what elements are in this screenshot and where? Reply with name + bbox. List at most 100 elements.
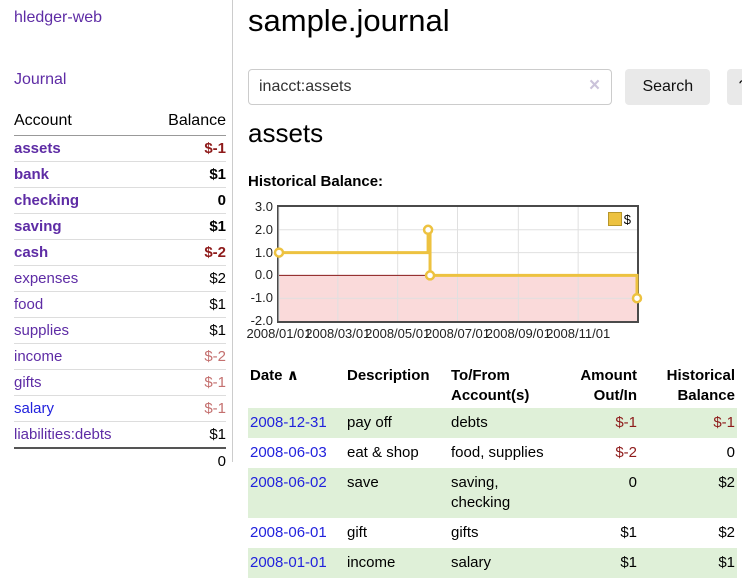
x-axis-label: 2008/03/01 <box>305 326 371 341</box>
transaction-amount: $1 <box>620 524 637 541</box>
sidebar-account-link[interactable]: saving <box>14 218 62 235</box>
transaction-description: income <box>347 554 396 571</box>
main-content: sample.journal × Search ? assets Histori… <box>246 0 742 582</box>
legend-label: $ <box>623 211 631 227</box>
account-balance: $-1 <box>147 135 226 162</box>
account-balance: $2 <box>147 265 226 292</box>
transaction-row: 2008-06-02 save saving, checking 0 $2 <box>248 468 737 518</box>
account-row: bank $1 <box>14 161 226 188</box>
account-column-header: Account <box>14 110 148 136</box>
sidebar-account-link[interactable]: expenses <box>14 270 79 287</box>
sidebar-account-link[interactable]: bank <box>14 166 50 183</box>
transaction-amount: $-2 <box>615 444 637 461</box>
x-axis-label: 2008/01/01 <box>246 326 312 341</box>
transaction-amount: $-1 <box>615 414 637 431</box>
account-row: assets $-1 <box>14 135 226 162</box>
sort-ascending-icon: ∧ <box>286 367 299 384</box>
y-axis-label: 2.0 <box>254 221 273 237</box>
sidebar-account-link[interactable]: checking <box>14 192 80 209</box>
help-button[interactable]: ? <box>726 69 742 105</box>
register-table: Date ∧ Description To/From Account(s) Am… <box>248 364 737 578</box>
transaction-balance: 0 <box>726 444 735 461</box>
x-axis-label: 2008/07/01 <box>424 326 491 341</box>
transaction-amount: $1 <box>620 554 637 571</box>
legend-swatch-icon <box>607 212 622 226</box>
sidebar-account-link[interactable]: gifts <box>14 374 42 391</box>
accounts-table: Account Balance assets $-1 bank $1 checking 0… <box>14 110 226 474</box>
search-form: × Search ? <box>248 69 742 105</box>
transaction-balance: $2 <box>718 474 735 491</box>
x-axis-label: 2008/11/01 <box>546 326 611 341</box>
account-balance: $1 <box>147 421 226 448</box>
accounts-total-row: 0 <box>14 447 226 474</box>
account-balance: $-1 <box>147 395 226 422</box>
historical-balance-chart: $ 3.0 2.0 1.0 0.0 -1.0 -2.0 2008/01/01 2008/03/… <box>246 197 688 349</box>
transaction-description: save <box>347 474 379 491</box>
account-balance: $-2 <box>147 343 226 370</box>
balance-column-header: Historical Balance <box>666 367 735 404</box>
transaction-description: pay off <box>347 414 392 431</box>
tofrom-column-header: To/From Account(s) <box>451 367 530 404</box>
account-row: salary $-1 <box>14 395 226 422</box>
transaction-balance: $-1 <box>713 414 735 431</box>
accounts-total-balance: 0 <box>147 447 226 474</box>
transaction-accounts: food, supplies <box>451 444 544 461</box>
transaction-description: gift <box>347 524 368 541</box>
account-row: cash $-2 <box>14 239 226 266</box>
sidebar-item-journal[interactable]: Journal <box>14 71 67 88</box>
transaction-date-link[interactable]: 2008-06-02 <box>250 474 327 491</box>
transaction-amount: 0 <box>628 474 637 491</box>
sidebar-account-link[interactable]: income <box>14 348 63 365</box>
account-balance: 0 <box>147 187 226 214</box>
search-button[interactable]: Search <box>625 69 711 105</box>
x-axis-label: 2008/05/01 <box>365 326 431 341</box>
transaction-row: 2008-06-01 gift gifts $1 $2 <box>248 518 737 548</box>
register-header-row: Date ∧ Description To/From Account(s) Am… <box>248 364 737 408</box>
sidebar-account-link[interactable]: liabilities:debts <box>14 426 112 443</box>
sidebar-account-link[interactable]: food <box>14 296 44 313</box>
y-axis-label: 1.0 <box>254 244 273 260</box>
date-column-header[interactable]: Date ∧ <box>250 367 299 384</box>
search-input[interactable] <box>248 69 612 105</box>
account-balance: $1 <box>147 291 226 318</box>
y-axis-label: -1.0 <box>250 290 273 306</box>
chart-plot-area[interactable]: $ <box>273 205 643 323</box>
transaction-date-link[interactable]: 2008-12-31 <box>250 414 327 431</box>
account-balance: $-1 <box>147 369 226 396</box>
account-row: checking 0 <box>14 187 226 214</box>
description-column-header: Description <box>347 367 430 384</box>
sidebar-account-link[interactable]: assets <box>14 140 61 157</box>
account-row: supplies $1 <box>14 317 226 344</box>
transaction-balance: $2 <box>718 524 735 541</box>
y-axis-label: -2.0 <box>250 313 273 328</box>
sidebar-account-link[interactable]: salary <box>14 400 55 417</box>
balance-column-header: Balance <box>147 110 226 136</box>
sidebar: hledger-web Journal Account Balance asse… <box>0 0 233 474</box>
account-row: food $1 <box>14 291 226 318</box>
amount-column-header: Amount Out/In <box>580 367 637 404</box>
transaction-row: 2008-12-31 pay off debts $-1 $-1 <box>248 408 737 438</box>
account-balance: $1 <box>147 317 226 344</box>
transaction-date-link[interactable]: 2008-06-03 <box>250 444 327 461</box>
sidebar-account-link[interactable]: supplies <box>14 322 70 339</box>
y-axis-label: 0.0 <box>254 267 273 283</box>
account-row: liabilities:debts $1 <box>14 421 226 448</box>
account-balance: $1 <box>147 161 226 188</box>
sidebar-account-link[interactable]: cash <box>14 244 49 261</box>
clear-search-icon[interactable]: × <box>589 75 601 96</box>
transaction-accounts: salary <box>451 554 492 571</box>
transaction-date-link[interactable]: 2008-01-01 <box>250 554 327 571</box>
chart-legend: $ <box>606 211 632 227</box>
transaction-accounts: debts <box>451 414 488 431</box>
transaction-description: eat & shop <box>347 444 419 461</box>
transaction-balance: $1 <box>718 554 735 571</box>
account-heading: assets <box>248 118 324 148</box>
account-balance: $1 <box>147 213 226 240</box>
chart-svg <box>273 207 643 321</box>
transaction-accounts: gifts <box>451 524 479 541</box>
account-row: expenses $2 <box>14 265 226 292</box>
transaction-date-link[interactable]: 2008-06-01 <box>250 524 327 541</box>
app-brand-link[interactable]: hledger-web <box>14 9 103 26</box>
y-axis-label: 3.0 <box>254 199 273 214</box>
transaction-accounts: saving, checking <box>451 474 511 511</box>
